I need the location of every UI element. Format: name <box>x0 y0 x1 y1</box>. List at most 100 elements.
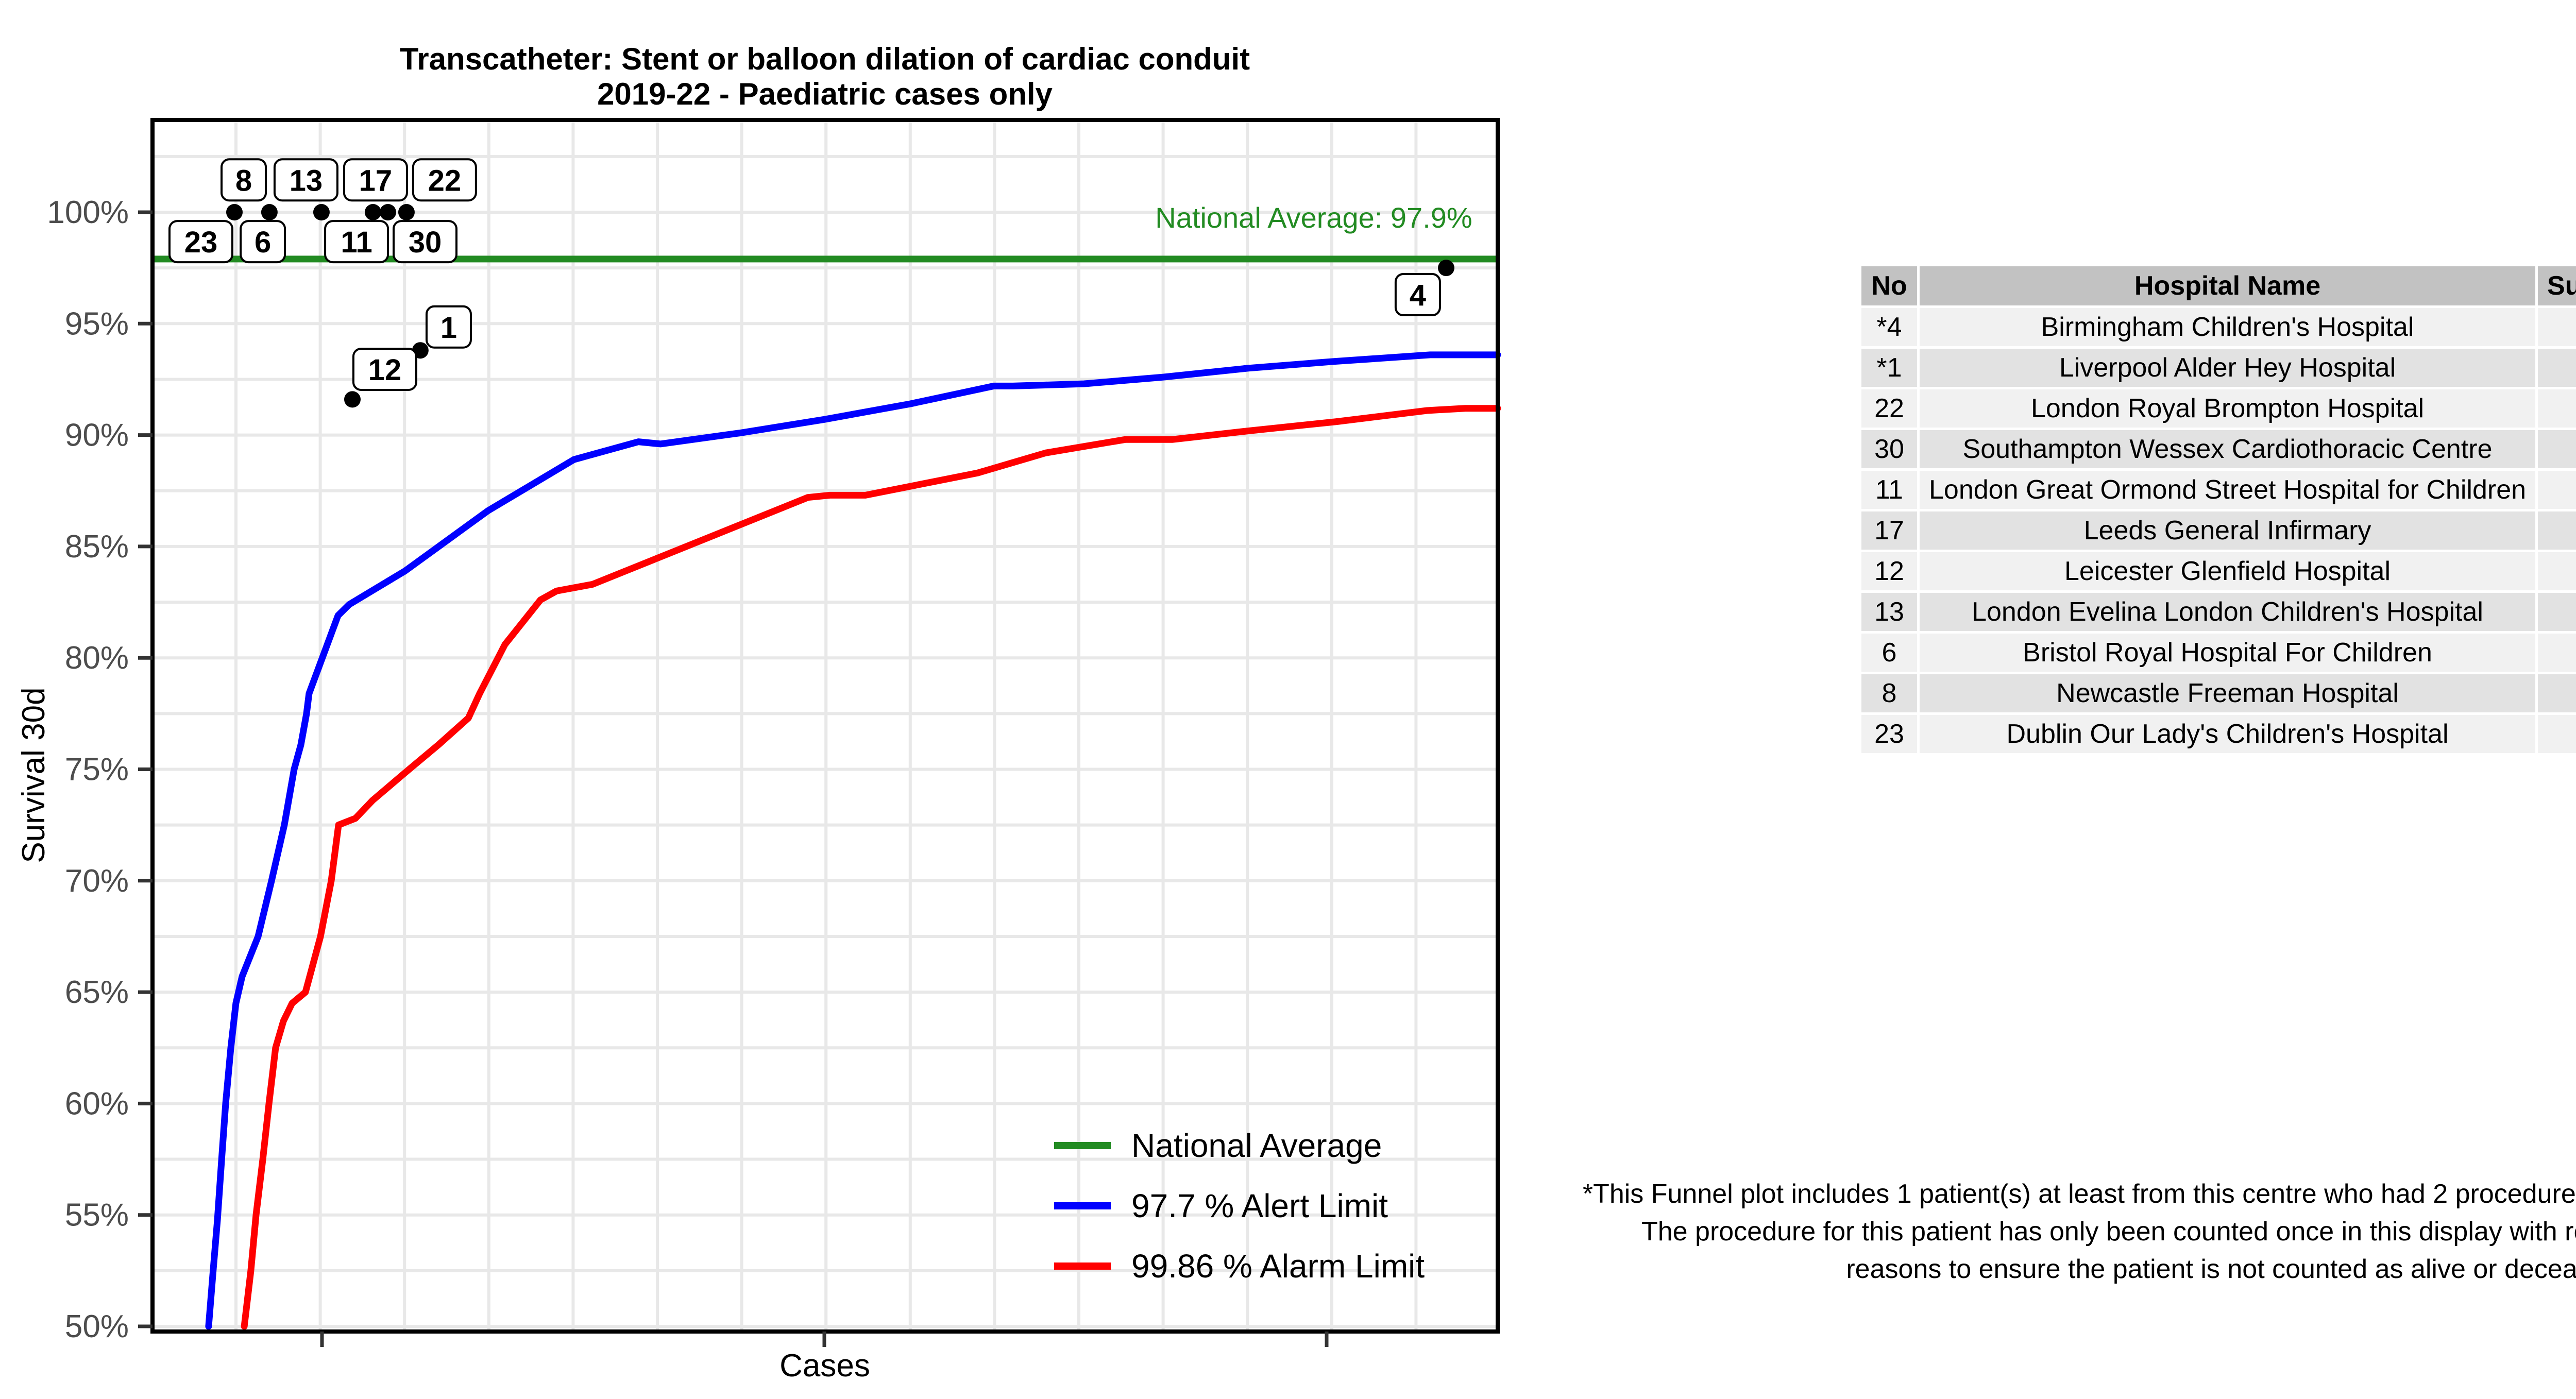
point-label-box <box>352 347 417 391</box>
table-row: 13 London Evelina London Children's Hospi… <box>1861 593 2576 631</box>
data-point <box>344 391 361 408</box>
point-label-box <box>168 220 233 264</box>
cell-hospital-name: Southampton Wessex Cardiothoracic Centre <box>1920 430 2536 468</box>
data-point <box>261 204 278 220</box>
cell-no: 8 <box>1861 674 1917 712</box>
x-axis-title: Cases <box>779 1348 870 1384</box>
cell-hospital-name: Leeds General Infirmary <box>1920 511 2536 550</box>
y-tick-label: 90% <box>65 418 129 453</box>
axis-ticks: 100% 95% 90% 85% 80% 75% 70% 65% 60% 55% 50% <box>47 195 1329 1347</box>
y-tick-label: 65% <box>65 975 129 1010</box>
cell-survival: 100% <box>2538 715 2576 753</box>
point-label-box <box>343 158 408 202</box>
point-label: 17 <box>343 158 408 202</box>
point-label-number: 8 <box>235 164 252 197</box>
point-label-box <box>221 158 267 202</box>
cell-hospital-name: Birmingham Children's Hospital <box>1920 308 2536 346</box>
point-label-box <box>273 158 338 202</box>
cell-no: *4 <box>1861 308 1917 346</box>
y-tick-label: 95% <box>65 306 129 342</box>
footnote-line: reasons to ensure the patient is not cou… <box>1846 1254 2576 1284</box>
cell-hospital-name: London Great Ormond Street Hospital for … <box>1920 471 2536 509</box>
y-tick-label: 80% <box>65 640 129 676</box>
cell-no: 12 <box>1861 552 1917 590</box>
point-label-number: 4 <box>1410 279 1426 312</box>
point-label-number: 6 <box>255 226 271 259</box>
data-point <box>379 204 396 220</box>
point-label-number: 12 <box>368 353 402 387</box>
cell-survival: 100% <box>2538 471 2576 509</box>
point-label-box <box>324 220 389 264</box>
cell-no: 11 <box>1861 471 1917 509</box>
chart-title-line1: Transcatheter: Stent or balloon dilation… <box>400 42 1250 76</box>
point-label-box <box>1394 273 1441 317</box>
funnel-plot: 8 13 17 22 23 6 11 30 1 12 4 100% 95% 90% 85% 80% 75% 70… <box>16 42 1501 1384</box>
cell-survival: 100% <box>2538 389 2576 428</box>
cell-hospital-name: Bristol Royal Hospital For Children <box>1920 634 2536 672</box>
header-hospital: Hospital Name <box>1920 266 2536 305</box>
cell-no: 13 <box>1861 593 1917 631</box>
point-label: 4 <box>1394 273 1441 317</box>
cell-no: *1 <box>1861 349 1917 387</box>
table-row: 30 Southampton Wessex Cardiothoracic Cent… <box>1861 430 2576 468</box>
footnote-line: The procedure for this patient has only … <box>1641 1217 2576 1247</box>
legend-entry: 97.7 % Alert Limit <box>1054 1187 1388 1224</box>
point-label: 23 <box>168 220 233 264</box>
data-point <box>364 204 381 220</box>
chart-title-line2: 2019-22 - Paediatric cases only <box>597 77 1053 111</box>
point-label-box <box>425 305 472 349</box>
data-point <box>313 204 330 220</box>
legend-entry: National Average <box>1054 1127 1382 1164</box>
gridlines <box>152 120 1498 1332</box>
point-label: 22 <box>412 158 477 202</box>
cell-no: 17 <box>1861 511 1917 550</box>
point-label: 30 <box>392 220 457 264</box>
data-point <box>226 204 243 220</box>
point-label-number: 17 <box>359 164 393 197</box>
national-average-annotation: National Average: 97.9% <box>1155 201 1472 234</box>
data-point <box>1437 260 1454 277</box>
legend-label: 99.86 % Alarm Limit <box>1131 1248 1425 1285</box>
point-label-box <box>240 220 286 264</box>
cell-hospital-name: Dublin Our Lady's Children's Hospital <box>1920 715 2536 753</box>
point-label: 11 <box>324 220 389 264</box>
table-header-row: No Hospital Name Survival 30d <box>1861 266 2576 305</box>
hospital-table: No Hospital Name Survival 30d *4Birmingh… <box>1859 264 2576 756</box>
alert-limit-curve <box>205 351 1501 1330</box>
point-label-box <box>412 158 477 202</box>
cell-no: 6 <box>1861 634 1917 672</box>
point-label-number: 30 <box>409 226 442 259</box>
footnote-line: *This Funnel plot includes 1 patient(s) … <box>1582 1179 2576 1209</box>
point-label: 1 <box>425 305 472 349</box>
y-tick-label: 85% <box>65 529 129 565</box>
cell-hospital-name: London Evelina London Children's Hospita… <box>1920 593 2536 631</box>
point-labels: 8 13 17 22 23 6 11 30 1 12 4 <box>168 158 1441 391</box>
table-row: 11 London Great Ormond Street Hospital fo… <box>1861 471 2576 509</box>
point-label-number: 13 <box>290 164 323 197</box>
y-axis-title: Survival 30d <box>16 687 52 863</box>
footnote: *This Funnel plot includes 1 patient(s) … <box>1579 1175 2576 1288</box>
legend-label: 97.7 % Alert Limit <box>1131 1187 1388 1224</box>
cell-survival: 100% <box>2538 593 2576 631</box>
point-label: 13 <box>273 158 338 202</box>
legend-entry: 99.86 % Alarm Limit <box>1054 1248 1425 1285</box>
point-label-number: 1 <box>440 311 457 345</box>
point-label-number: 23 <box>184 226 218 259</box>
point-label: 6 <box>240 220 286 264</box>
point-label: 8 <box>221 158 267 202</box>
cell-survival: 100% <box>2538 430 2576 468</box>
y-tick-label: 75% <box>65 752 129 788</box>
cell-survival: 97% <box>2538 308 2576 346</box>
cell-survival: 94% <box>2538 349 2576 387</box>
cell-hospital-name: Leicester Glenfield Hospital <box>1920 552 2536 590</box>
y-tick-label: 55% <box>65 1198 129 1233</box>
cell-hospital-name: Newcastle Freeman Hospital <box>1920 674 2536 712</box>
cell-no: 23 <box>1861 715 1917 753</box>
cell-no: 30 <box>1861 430 1917 468</box>
